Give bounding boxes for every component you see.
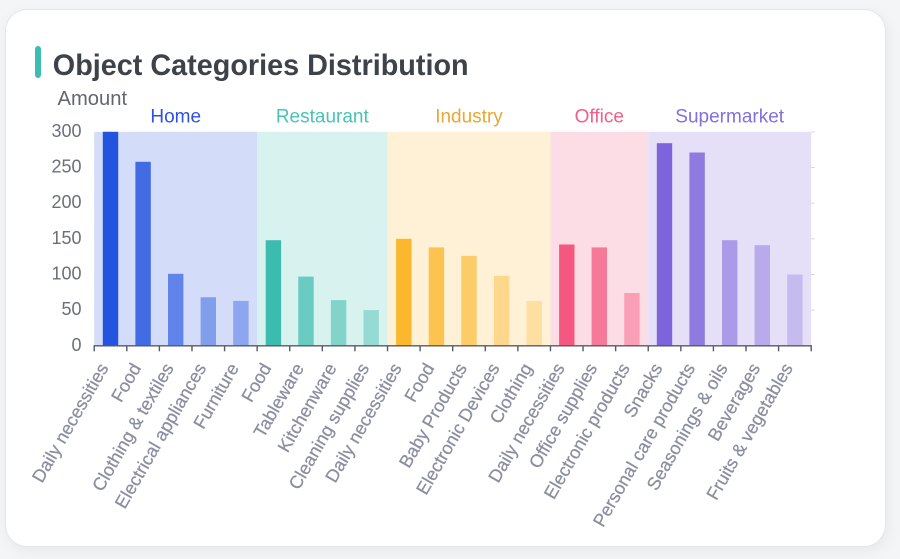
svg-text:Restaurant: Restaurant bbox=[276, 107, 370, 128]
svg-text:50: 50 bbox=[61, 299, 81, 319]
svg-text:Office: Office bbox=[575, 107, 624, 128]
svg-text:Home: Home bbox=[150, 107, 201, 128]
svg-text:Supermarket: Supermarket bbox=[675, 107, 784, 128]
svg-text:200: 200 bbox=[51, 192, 81, 212]
svg-text:150: 150 bbox=[51, 228, 81, 248]
svg-text:Amount: Amount bbox=[58, 88, 128, 110]
svg-text:Object Categories Distribution: Object Categories Distribution bbox=[53, 48, 469, 82]
svg-text:0: 0 bbox=[71, 335, 81, 355]
svg-text:300: 300 bbox=[51, 121, 81, 141]
svg-text:250: 250 bbox=[51, 157, 81, 177]
svg-text:Industry: Industry bbox=[435, 107, 503, 128]
svg-text:100: 100 bbox=[51, 264, 81, 284]
